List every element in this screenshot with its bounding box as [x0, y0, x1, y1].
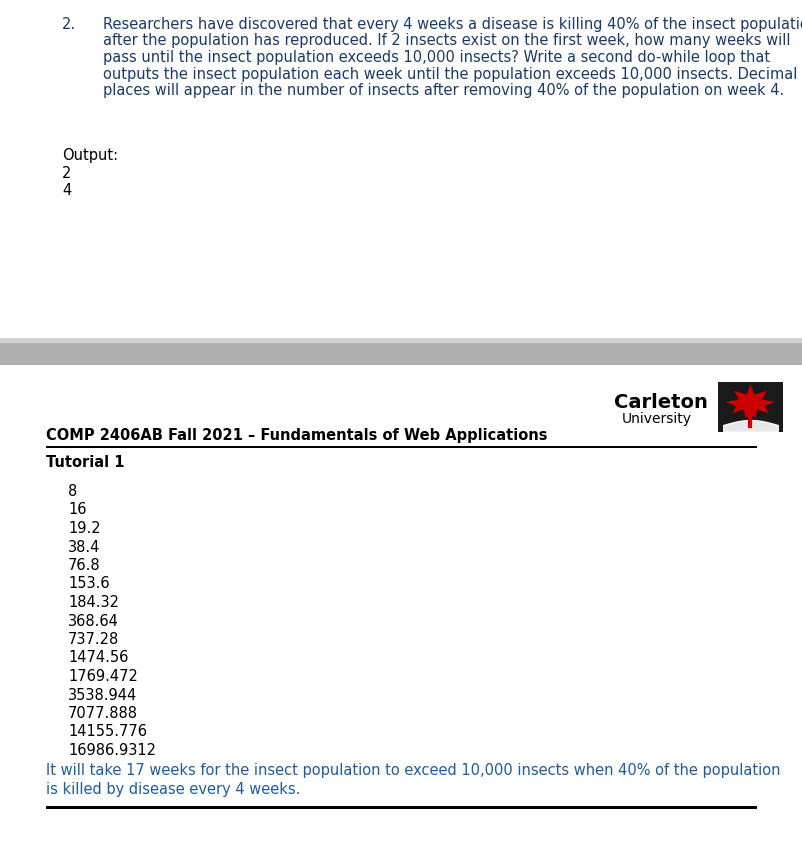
Text: 1474.56: 1474.56 — [68, 650, 128, 665]
Text: 737.28: 737.28 — [68, 632, 119, 647]
Text: after the population has reproduced. If 2 insects exist on the first week, how m: after the population has reproduced. If … — [103, 34, 789, 48]
Text: 19.2: 19.2 — [68, 521, 100, 536]
Text: It will take 17 weeks for the insect population to exceed 10,000 insects when 40: It will take 17 weeks for the insect pop… — [46, 764, 780, 779]
Text: 2.: 2. — [62, 17, 76, 32]
Text: 3538.944: 3538.944 — [68, 688, 137, 702]
Text: University: University — [622, 412, 691, 426]
Text: outputs the insect population each week until the population exceeds 10,000 inse: outputs the insect population each week … — [103, 67, 796, 81]
Text: pass until the insect population exceeds 10,000 insects? Write a second do-while: pass until the insect population exceeds… — [103, 50, 769, 65]
Text: Carleton: Carleton — [614, 393, 707, 412]
Polygon shape — [725, 385, 774, 418]
Text: 184.32: 184.32 — [68, 595, 119, 610]
Text: 76.8: 76.8 — [68, 558, 100, 573]
Text: COMP 2406AB Fall 2021 – Fundamentals of Web Applications: COMP 2406AB Fall 2021 – Fundamentals of … — [46, 428, 547, 443]
Text: 8: 8 — [68, 484, 77, 499]
Text: 16: 16 — [68, 502, 87, 518]
Text: 14155.776: 14155.776 — [68, 725, 147, 740]
Text: Researchers have discovered that every 4 weeks a disease is killing 40% of the i: Researchers have discovered that every 4… — [103, 17, 802, 32]
Text: 16986.9312: 16986.9312 — [68, 743, 156, 758]
Text: 153.6: 153.6 — [68, 577, 110, 591]
Text: 368.64: 368.64 — [68, 613, 119, 629]
Text: 4: 4 — [62, 183, 71, 198]
Text: Output:: Output: — [62, 148, 118, 163]
Text: 7077.888: 7077.888 — [68, 706, 138, 721]
Text: 2: 2 — [62, 166, 71, 181]
FancyBboxPatch shape — [715, 381, 784, 435]
Text: 1769.472: 1769.472 — [68, 669, 138, 684]
Text: is killed by disease every 4 weeks.: is killed by disease every 4 weeks. — [46, 782, 300, 797]
Text: Tutorial 1: Tutorial 1 — [46, 455, 124, 470]
Text: places will appear in the number of insects after removing 40% of the population: places will appear in the number of inse… — [103, 83, 784, 98]
Text: 38.4: 38.4 — [68, 540, 100, 554]
